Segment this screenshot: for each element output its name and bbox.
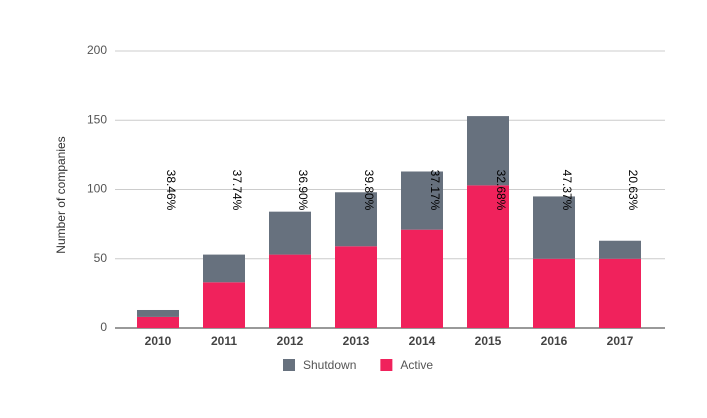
annotation: 32.68% [494, 170, 508, 211]
bar-segment [335, 192, 377, 247]
x-tick-label: 2013 [343, 334, 370, 348]
annotation: 47.37% [560, 170, 574, 211]
x-tick-label: 2015 [475, 334, 502, 348]
y-tick-label: 200 [87, 43, 107, 57]
x-tick-label: 2010 [145, 334, 172, 348]
legend-swatch [380, 359, 393, 371]
annotation: 39.80% [362, 170, 376, 211]
annotation: 20.63% [626, 170, 640, 211]
bar-segment [203, 254, 245, 283]
bar-segment [137, 316, 179, 328]
annotation: 38.46% [164, 170, 178, 211]
y-tick-label: 0 [100, 320, 107, 334]
y-tick-label: 150 [87, 112, 107, 126]
x-tick-label: 2014 [409, 334, 436, 348]
annotation: 37.74% [230, 170, 244, 211]
bar-segment [137, 309, 179, 317]
x-tick-label: 2017 [607, 334, 634, 348]
bar-segment [599, 240, 641, 259]
y-tick-label: 100 [87, 182, 107, 196]
bar-segment [467, 116, 509, 186]
bar-segment [335, 246, 377, 328]
bar-segment [203, 282, 245, 328]
legend-label: Shutdown [303, 358, 356, 372]
bar-segment [467, 185, 509, 328]
legend-label: Active [400, 358, 433, 372]
bar-segment [533, 258, 575, 328]
annotation: 37.17% [428, 170, 442, 211]
x-tick-label: 2016 [541, 334, 568, 348]
legend-swatch [283, 359, 295, 371]
x-tick-label: 2011 [211, 334, 237, 348]
bar-segment [401, 171, 443, 230]
bar-segment [599, 258, 641, 328]
bar-segment [269, 254, 311, 328]
bar-segment [269, 211, 311, 255]
x-tick-label: 2012 [277, 334, 304, 348]
bar-segment [533, 196, 575, 259]
y-tick-label: 50 [94, 251, 108, 265]
y-axis-label: Number of companies [54, 136, 68, 253]
annotation: 36.90% [296, 170, 310, 211]
bar-segment [401, 229, 443, 328]
